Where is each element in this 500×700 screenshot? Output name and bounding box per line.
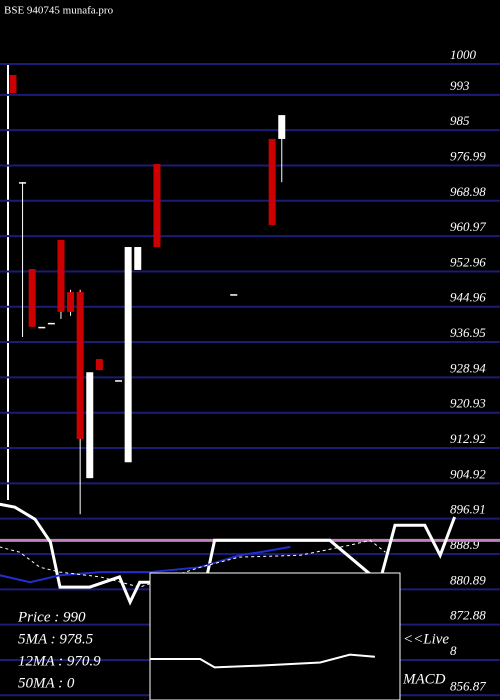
y-tick-label: 880.89 [450,572,486,587]
indicator-line [0,545,291,584]
candle-body [115,380,123,382]
candle-body [268,138,276,225]
macd-line [150,653,375,669]
y-tick-label: 960.97 [450,219,486,234]
candle-body [230,294,238,296]
candle-body [9,74,17,94]
y-tick-label: 856.87 [450,678,486,693]
y-tick-label: 1000 [450,47,477,62]
candle-body [38,326,46,329]
chart-title: BSE 940745 munafa.pro [4,5,114,17]
legend-entry: 50MA : 0 [18,675,75,691]
candle-body [153,164,161,248]
y-tick-label: 952.96 [450,254,486,269]
y-tick-label: 985 [450,113,470,128]
legend-entry: Price : 990 [17,609,86,625]
candle-body [28,269,36,327]
candle-body [95,359,103,371]
y-tick-label: 872.88 [450,608,486,623]
candle-body [76,291,84,439]
candle-body [57,239,65,312]
y-tick-label: 896.91 [450,502,486,517]
y-tick-label: 8 [450,643,457,658]
legend-entry: 12MA : 970.9 [18,653,101,669]
macd-label: MACD [402,671,446,687]
candle-body [124,247,132,463]
legend-entry: 5MA : 978.5 [18,631,94,647]
y-tick-label: 936.95 [450,325,486,340]
indicator-line [0,539,386,588]
macd-panel [149,572,401,700]
candle-body [47,322,55,325]
candle-body [134,247,142,270]
y-tick-label: 976.99 [450,148,486,163]
candle-body [86,372,94,479]
y-tick-label: 944.96 [450,290,486,305]
y-tick-label: 920.93 [450,396,486,411]
candle-body [278,115,286,139]
y-tick-label: 904.92 [450,466,486,481]
y-tick-label: 912.92 [450,431,486,446]
candle-body [67,291,75,312]
candle-body [19,182,27,184]
y-tick-label: 993 [450,78,470,93]
y-tick-label: 968.98 [450,184,486,199]
y-tick-label: 928.94 [450,360,486,375]
macd-label: <<Live [403,631,449,647]
